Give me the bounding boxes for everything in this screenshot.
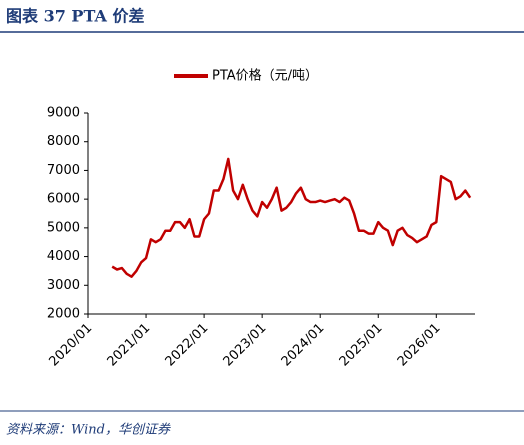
y-tick-label: 7000	[47, 163, 80, 178]
x-tick-label: 2023/01	[221, 321, 270, 370]
x-tick-label: 2022/01	[163, 321, 212, 370]
y-tick-label: 4000	[47, 249, 80, 264]
x-tick-label: 2024/01	[279, 321, 328, 370]
x-tick-label: 2026/01	[395, 321, 444, 370]
y-tick-label: 5000	[47, 220, 80, 235]
line-series	[111, 157, 472, 278]
y-tick-label: 2000	[47, 307, 80, 322]
y-tick-label: 6000	[47, 192, 80, 207]
chart-title: 图表 37 PTA 价差	[6, 7, 144, 26]
x-tick-label: 2021/01	[105, 321, 154, 370]
x-tick-label: 2025/01	[337, 321, 386, 370]
legend-label: PTA价格（元/吨）	[212, 68, 318, 84]
y-tick-label: 8000	[47, 134, 80, 149]
source: 资料来源：Wind，华创证券	[6, 423, 171, 438]
y-tick-label: 9000	[47, 106, 80, 121]
x-tick-label: 2020/01	[47, 321, 96, 370]
y-tick-label: 3000	[47, 278, 80, 293]
